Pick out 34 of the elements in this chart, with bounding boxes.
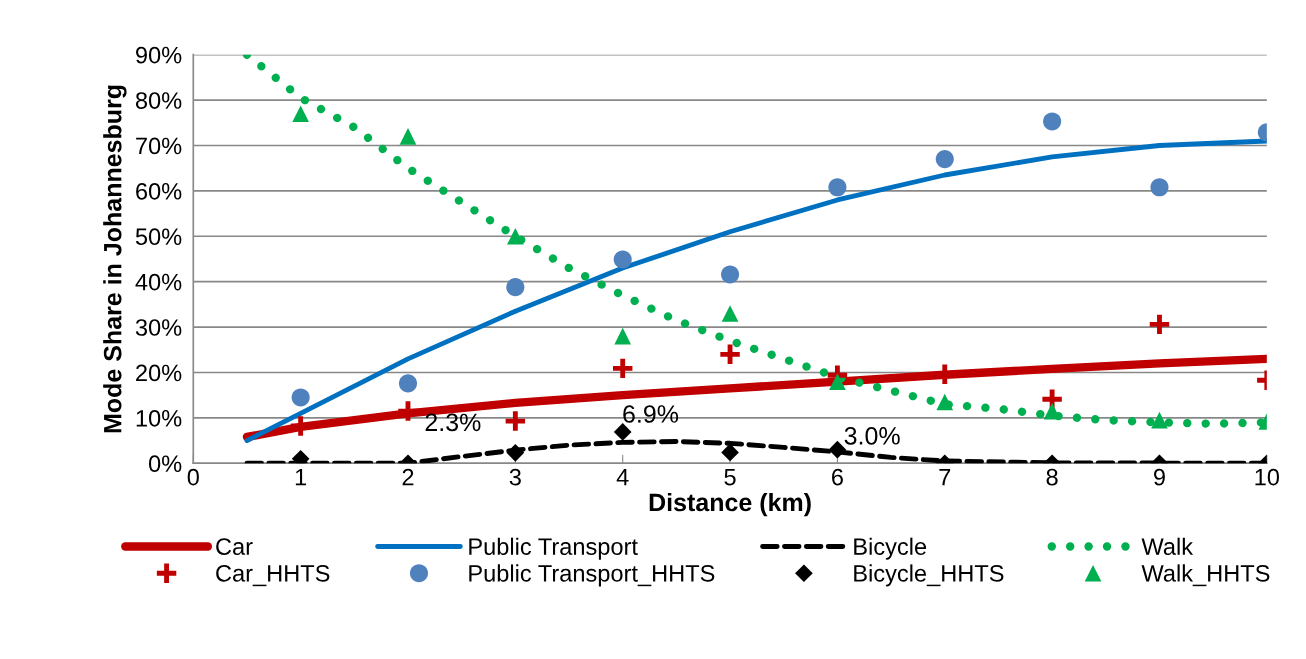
annotation: 3.0% [844,427,900,445]
y-tick-label: 10% [136,409,182,427]
legend-label: Car_HHTS [216,565,330,587]
x-tick-label: 5 [724,469,736,486]
x-tick-label: 4 [616,469,629,486]
x-axis-title: Distance (km) [649,492,811,517]
y-tick-label: 40% [135,273,182,291]
y-tick-label: 50% [135,228,182,246]
legend-label: Car [216,538,253,555]
annotation: 6.9% [623,405,679,423]
legend-label: Walk_HHTS [1141,564,1270,587]
y-tick-label: 90% [136,46,182,64]
annotation: 2.3% [425,413,481,432]
x-tick-label: 8 [1046,468,1058,486]
y-tick-label: 70% [136,137,182,155]
legend-label: Bicycle [854,537,927,560]
x-tick-label: 9 [1154,468,1165,486]
y-tick-label: 60% [136,182,182,200]
x-tick-label: 2 [402,468,414,486]
x-tick-label: 10 [1255,468,1280,486]
legend-label: Walk [1141,537,1194,555]
y-axis-title: Mode Share in Johannesburg [103,85,127,433]
y-tick-label: 0% [148,455,182,473]
legend-label: Public Transport [469,537,638,560]
legend-label: Public Transport_HHTS [469,564,715,587]
y-tick-label: 80% [135,92,182,109]
legend-label: Bicycle_HHTS [854,564,1004,587]
x-tick-label: 3 [509,468,521,486]
x-tick-label: 6 [832,468,843,486]
x-tick-label: 0 [187,468,199,486]
x-tick-label: 7 [939,469,951,486]
y-tick-label: 20% [136,364,182,382]
x-tick-label: 1 [295,469,307,486]
y-tick-label: 30% [135,319,182,336]
